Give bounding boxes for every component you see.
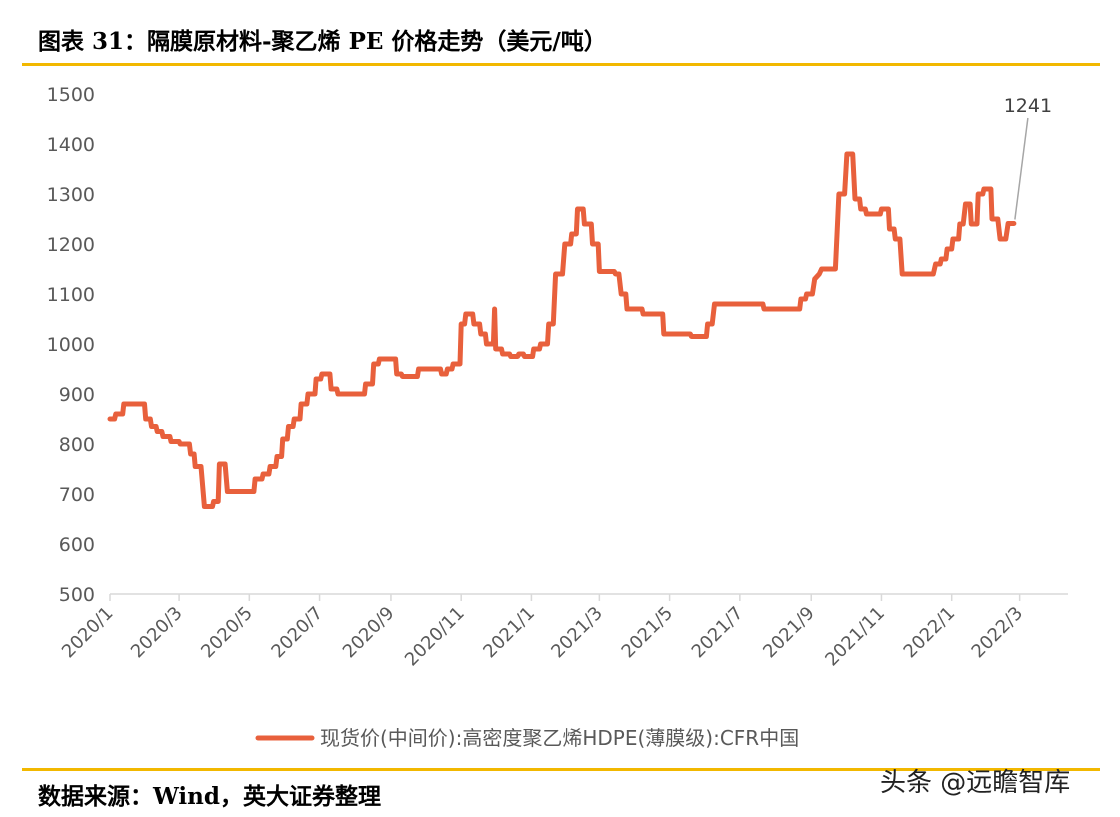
figure-title: 图表 31：隔膜原材料-聚乙烯 PE 价格走势（美元/吨） xyxy=(38,28,607,55)
footer-divider xyxy=(22,768,1100,771)
legend: 现货价(中间价):高密度聚乙烯HDPE(薄膜级):CFR中国 xyxy=(255,726,799,750)
series-line xyxy=(107,151,1017,509)
legend-label: 现货价(中间价):高密度聚乙烯HDPE(薄膜级):CFR中国 xyxy=(320,726,799,750)
y-tick-label: 900 xyxy=(59,384,95,406)
y-tick-label: 1000 xyxy=(47,334,95,356)
y-tick-label: 800 xyxy=(59,434,95,456)
y-axis: 500 600 700 800 900 1000 1100 1200 1300 1400 1500 xyxy=(47,84,95,606)
y-tick-label: 1500 xyxy=(47,84,95,106)
plot-area xyxy=(107,151,1017,509)
x-tick-label: 2021/9 xyxy=(759,603,819,663)
y-tick-label: 1200 xyxy=(47,234,95,256)
x-tick-label: 2020/11 xyxy=(401,603,469,671)
x-tick-label: 2022/3 xyxy=(968,603,1028,663)
x-tick-label: 2020/1 xyxy=(58,603,118,663)
annotation-label: 1241 xyxy=(1004,95,1052,117)
y-tick-label: 1400 xyxy=(47,134,95,156)
x-tick-label: 2022/1 xyxy=(900,603,960,663)
x-tick-label: 2021/11 xyxy=(821,603,889,671)
x-tick-label: 2020/7 xyxy=(267,603,327,663)
watermark: 头条 @远瞻智库 xyxy=(880,768,1071,798)
x-tick-label: 2020/3 xyxy=(127,603,187,663)
source-note: 数据来源：Wind，英大证券整理 xyxy=(38,783,381,810)
title-divider xyxy=(22,63,1100,66)
x-axis: 2020/1 2020/3 2020/5 2020/7 2020/9 2020/11 202… xyxy=(58,593,1068,671)
y-tick-label: 600 xyxy=(59,534,95,556)
x-tick-label: 2020/9 xyxy=(339,603,399,663)
x-tick-label: 2020/5 xyxy=(197,603,257,663)
annotations: 1241 xyxy=(1004,95,1052,220)
y-tick-label: 500 xyxy=(59,584,95,606)
x-tick-label: 2021/5 xyxy=(618,603,678,663)
x-tick-label: 2021/3 xyxy=(547,603,607,663)
annotation-leader xyxy=(1014,117,1029,220)
y-tick-label: 1100 xyxy=(47,284,95,306)
x-tick-label: 2021/1 xyxy=(479,603,539,663)
y-tick-label: 700 xyxy=(59,484,95,506)
y-tick-label: 1300 xyxy=(47,184,95,206)
x-tick-label: 2021/7 xyxy=(688,603,748,663)
